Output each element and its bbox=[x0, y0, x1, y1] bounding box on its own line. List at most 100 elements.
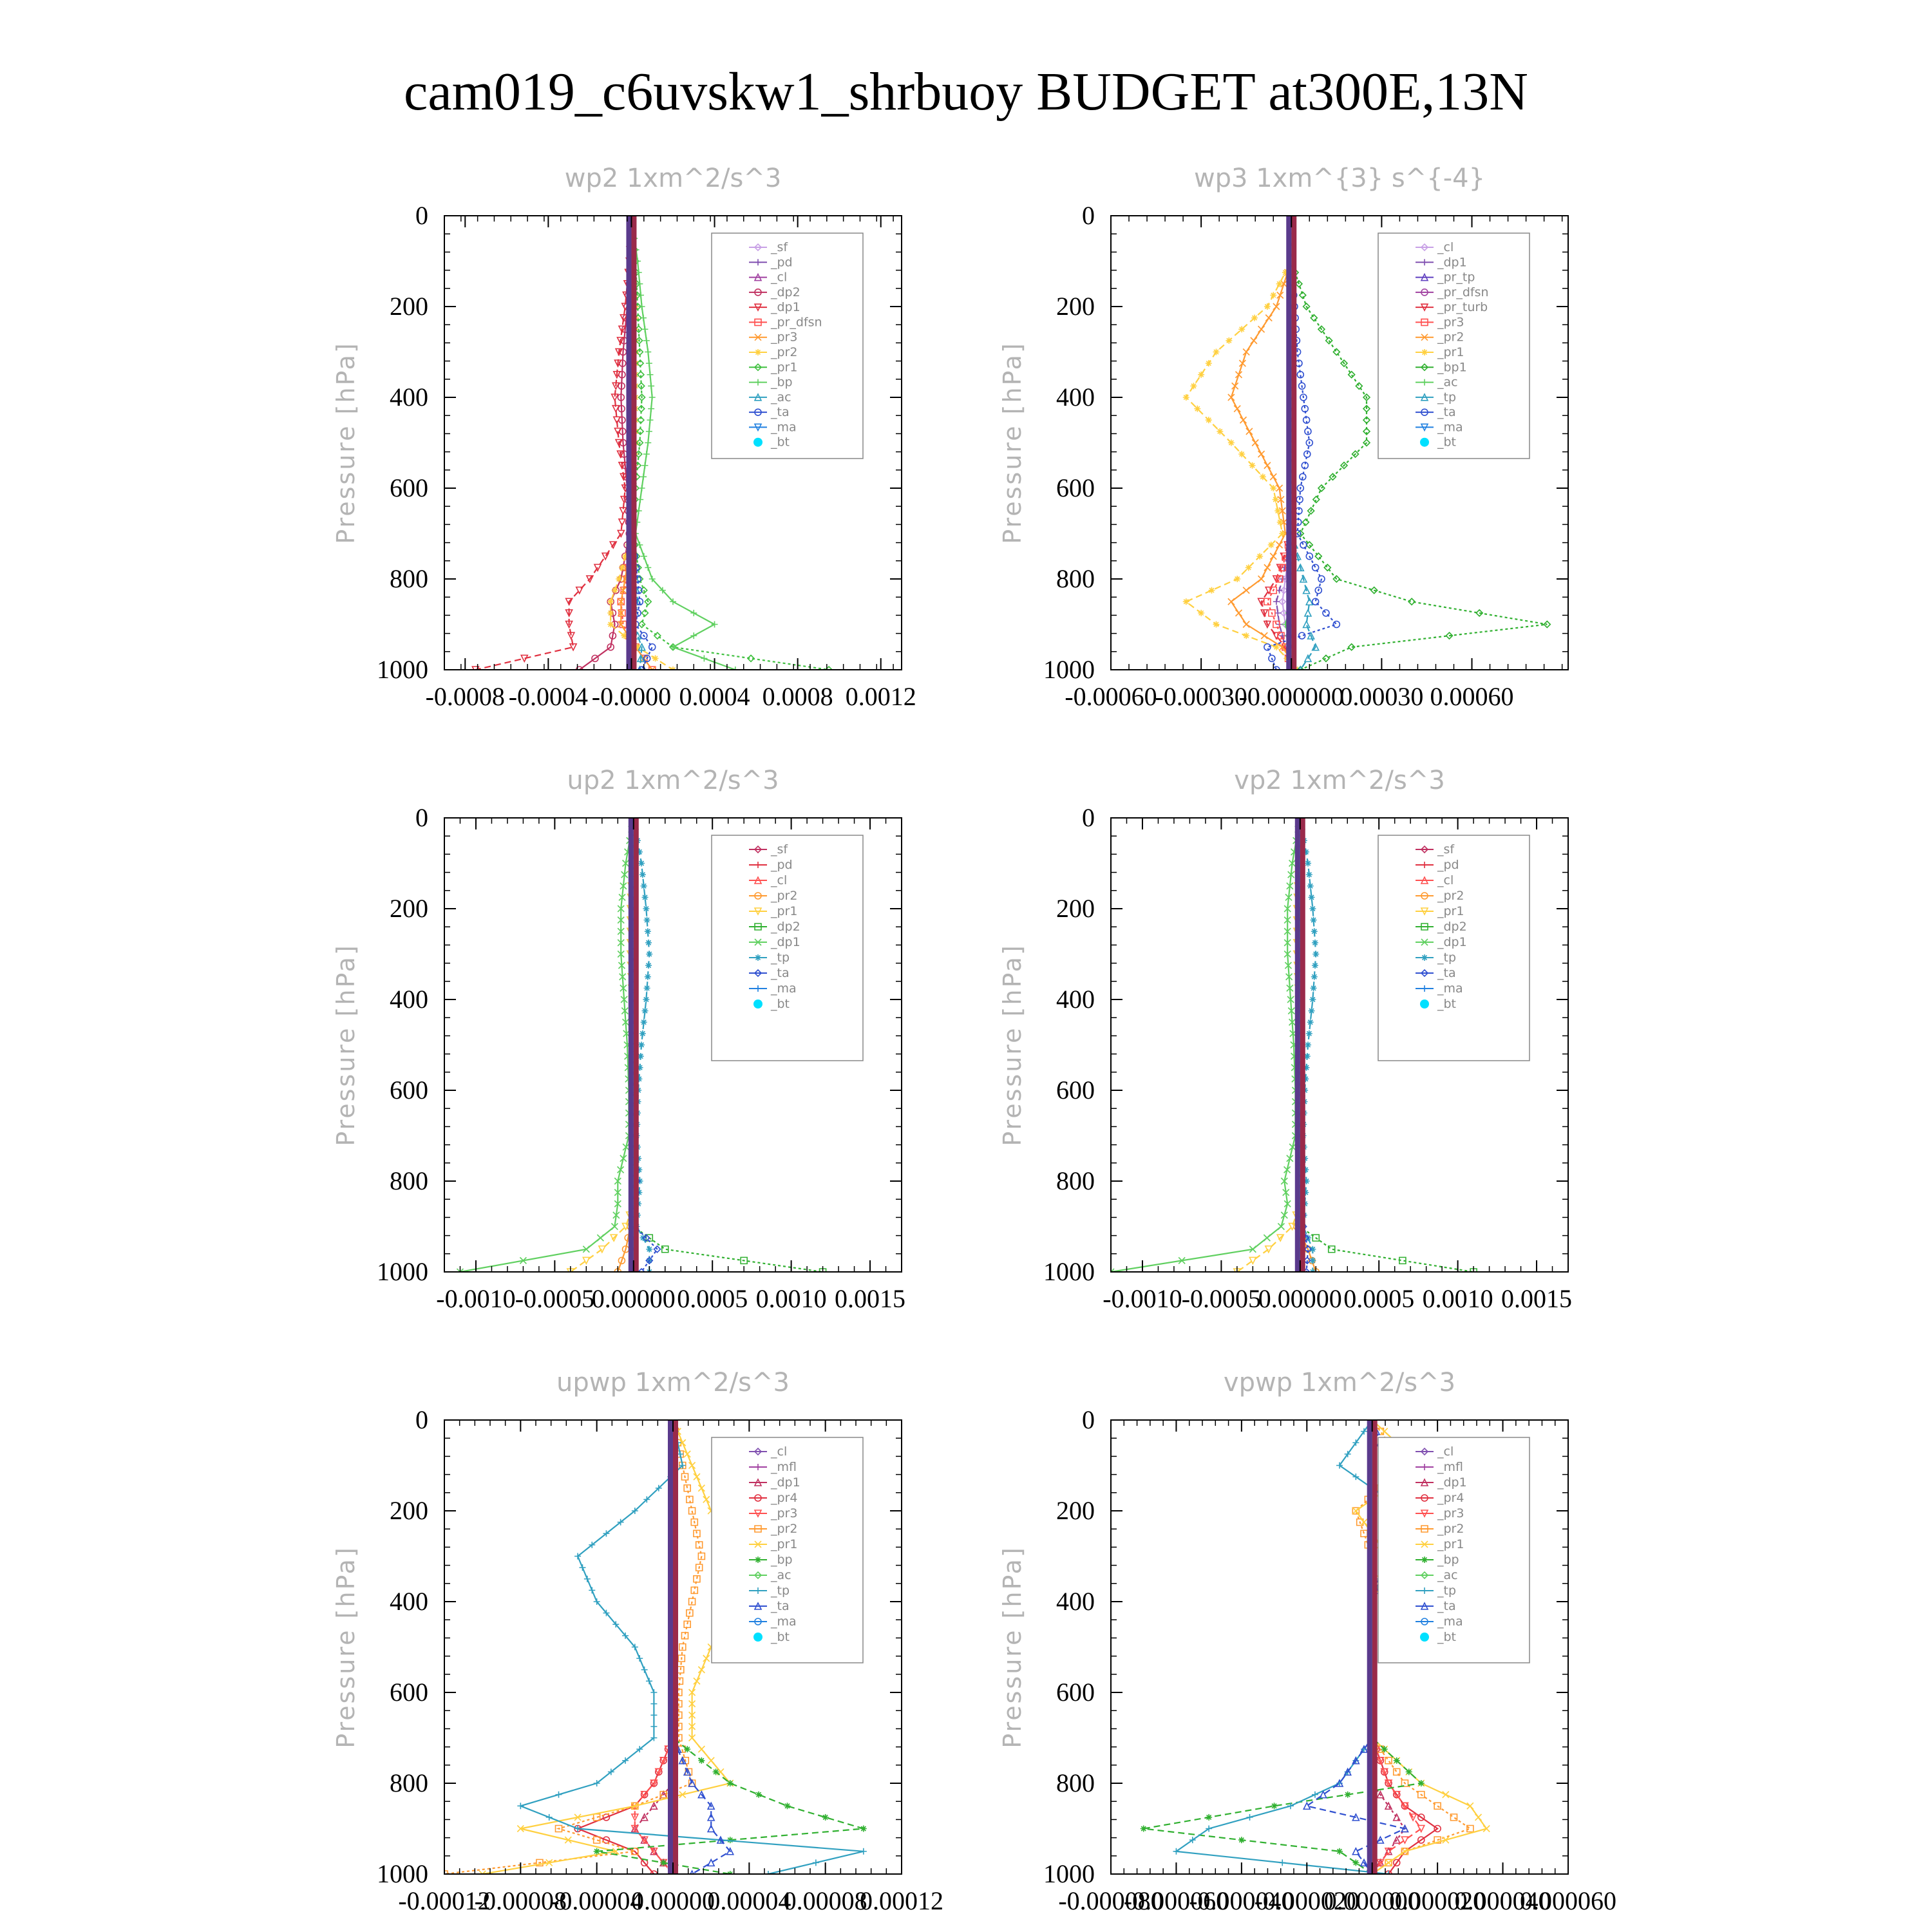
legend: _sf_pd_cl_dp2_dp1_pr_dfsn_pr3_pr2_pr1_bp… bbox=[711, 232, 864, 459]
legend-marker bbox=[753, 437, 762, 447]
legend-label: _bt bbox=[770, 435, 790, 450]
panel-title: vp2 1xm^2/s^3 bbox=[1234, 766, 1445, 795]
legend-marker bbox=[753, 1602, 762, 1610]
legend-label: _pr1 bbox=[770, 904, 797, 918]
legend: _cl_dp1_pr_tp_pr_dfsn_pr_turb_pr3_pr2_pr… bbox=[1378, 232, 1530, 459]
legend-label: _bt bbox=[1437, 1630, 1456, 1644]
legend-marker bbox=[754, 892, 762, 900]
legend-marker bbox=[1420, 1478, 1429, 1486]
panel-1: wp2 1xm^2/s^3 Pressure [hPa] 0 200 400 600 800… bbox=[332, 164, 916, 711]
y-tick-label: 0 bbox=[1082, 803, 1095, 832]
x-tick-label: -0.000080 bbox=[1058, 1886, 1163, 1915]
legend-box bbox=[1378, 1437, 1530, 1663]
series-group bbox=[1140, 1420, 1490, 1874]
panel-title: up2 1xm^2/s^3 bbox=[567, 766, 779, 795]
legend-label: _pd bbox=[770, 858, 793, 872]
x-tick-label: -0.0010 bbox=[436, 1284, 515, 1313]
x-tick-label: 0.0012 bbox=[846, 682, 916, 711]
y-tick-label: 200 bbox=[1056, 1496, 1095, 1525]
legend-label: _ta bbox=[1437, 405, 1456, 419]
plot-frame bbox=[1110, 1419, 1569, 1875]
x-tick-label: 0.00000 bbox=[631, 1886, 715, 1915]
legend-label: _pr2 bbox=[770, 345, 797, 359]
legend-marker bbox=[754, 1494, 762, 1502]
x-tick-label: -0.0008 bbox=[426, 682, 505, 711]
legend-marker bbox=[1420, 437, 1429, 447]
y-tick-label: 800 bbox=[390, 1768, 428, 1797]
legend-label: _ta bbox=[770, 405, 790, 419]
series-group bbox=[471, 216, 833, 670]
y-tick-label: 600 bbox=[1056, 473, 1095, 502]
legend-marker bbox=[753, 272, 762, 281]
legend-label: _dp1 bbox=[770, 935, 800, 949]
x-tick-label: 0.000000 bbox=[1324, 1886, 1421, 1915]
legend-box bbox=[711, 232, 864, 459]
legend-label: _bt bbox=[1437, 997, 1456, 1011]
legend-label: _cl bbox=[770, 873, 787, 887]
legend-label: _pd bbox=[770, 255, 793, 269]
legend-label: _pr1 bbox=[1437, 904, 1464, 918]
legend-marker bbox=[1420, 363, 1429, 372]
legend-marker bbox=[1421, 1464, 1428, 1470]
legend-marker bbox=[1421, 1587, 1428, 1594]
legend-label: _ta bbox=[770, 966, 790, 980]
x-tick-label: -0.0005 bbox=[1182, 1284, 1261, 1313]
x-tick-label: -0.0004 bbox=[509, 682, 588, 711]
y-tick-label: 400 bbox=[1056, 1587, 1095, 1616]
x-tick-label: -0.0005 bbox=[515, 1284, 594, 1313]
legend-label: _bt bbox=[770, 997, 790, 1011]
legend-label: _dp1 bbox=[1437, 1475, 1467, 1490]
legend-marker bbox=[753, 907, 762, 916]
y-tick-label: 400 bbox=[390, 1587, 428, 1616]
plot-frame bbox=[1110, 215, 1569, 670]
legend: _sf_pd_cl _pr2_pr1 _dp2_dp1 _tp_ta_ma_bt bbox=[711, 835, 864, 1061]
panel-3: up2 1xm^2/s^3 Pressure [hPa] 0 200 400 600 800… bbox=[332, 766, 905, 1313]
x-tick-label: -0.0010 bbox=[1103, 1284, 1182, 1313]
panel-title: vpwp 1xm^2/s^3 bbox=[1224, 1368, 1455, 1397]
legend-marker bbox=[753, 1478, 762, 1486]
legend-label: _tp bbox=[770, 951, 790, 965]
legend-label: _pr3 bbox=[770, 1506, 797, 1520]
legend-marker bbox=[1420, 1510, 1429, 1518]
legend-label: _ac bbox=[1437, 1568, 1458, 1582]
legend-marker bbox=[753, 243, 762, 252]
legend-label: _pr1 bbox=[1437, 1537, 1464, 1551]
panel-title: wp3 1xm^{3} s^{-4} bbox=[1194, 164, 1485, 193]
legend-label: _pr_turb bbox=[1437, 300, 1488, 314]
x-tick-label: 0.0008 bbox=[762, 682, 833, 711]
legend-label: _cl bbox=[770, 270, 787, 285]
y-tick-label: 0 bbox=[415, 803, 428, 832]
plot-frame bbox=[1110, 817, 1569, 1273]
legend-label: _ta bbox=[1437, 966, 1456, 980]
legend-marker bbox=[1421, 862, 1428, 868]
legend-marker bbox=[1420, 272, 1429, 281]
legend-marker bbox=[753, 303, 762, 312]
y-tick-label: 800 bbox=[390, 1166, 428, 1195]
legend-marker bbox=[753, 969, 762, 978]
legend-marker bbox=[755, 1587, 761, 1594]
series-line-pr2 bbox=[444, 1420, 703, 1874]
legend-label: _cl bbox=[770, 1444, 787, 1459]
legend-marker bbox=[1421, 349, 1428, 355]
legend-marker bbox=[753, 423, 762, 432]
legend-label: _ma bbox=[770, 420, 797, 434]
legend-marker bbox=[753, 363, 762, 372]
legend-marker bbox=[1421, 1557, 1428, 1563]
legend: _sf_pd_cl _pr2_pr1 _dp2_dp1 _tp_ta_ma_bt bbox=[1378, 835, 1530, 1061]
x-tick-label: 0.0015 bbox=[835, 1284, 905, 1313]
legend-label: _dp2 bbox=[770, 285, 800, 299]
legend-label: _ma bbox=[770, 981, 797, 996]
legend-marker bbox=[1421, 379, 1428, 386]
legend-marker bbox=[755, 862, 761, 868]
legend-label: _pr1 bbox=[770, 360, 797, 374]
legend-label: _dp2 bbox=[770, 920, 800, 934]
legend-marker bbox=[1420, 1447, 1429, 1456]
y-tick-label: 600 bbox=[390, 1678, 428, 1707]
legend-label: _pr_tp bbox=[1437, 270, 1475, 285]
legend-box bbox=[1378, 835, 1530, 1061]
legend-label: _sf bbox=[1437, 842, 1455, 857]
y-axis-label: Pressure [hPa] bbox=[998, 943, 1027, 1146]
x-tick-label: -0.00008 bbox=[475, 1886, 567, 1915]
legend: _cl_mfl_dp1_pr4_pr3 _pr2_pr1 _bp_ac _tp_ta _… bbox=[711, 1437, 864, 1663]
